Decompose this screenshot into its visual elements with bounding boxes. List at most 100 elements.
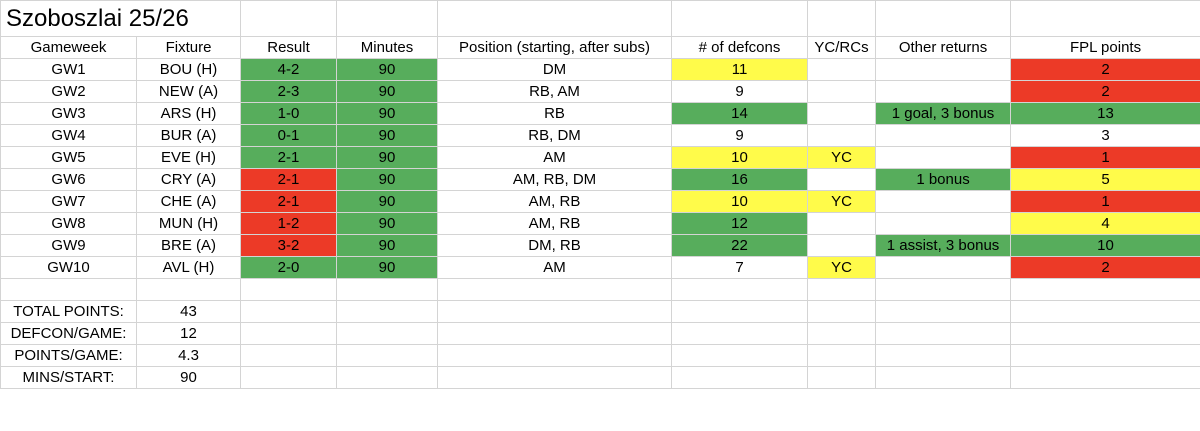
result-cell[interactable]: 4-2 xyxy=(240,58,338,81)
cell[interactable] xyxy=(875,344,1012,367)
gameweek-cell[interactable]: GW2 xyxy=(0,80,137,103)
points-cell[interactable]: 2 xyxy=(1010,256,1200,279)
cell[interactable] xyxy=(671,278,809,301)
cell[interactable] xyxy=(336,344,439,367)
cell[interactable] xyxy=(240,322,338,345)
cell[interactable] xyxy=(875,366,1012,389)
cards-cell[interactable] xyxy=(807,80,877,103)
cell[interactable] xyxy=(807,278,877,301)
minutes-cell[interactable]: 90 xyxy=(336,58,439,81)
cell[interactable] xyxy=(437,0,673,37)
header-other-returns[interactable]: Other returns xyxy=(875,36,1012,59)
cell[interactable] xyxy=(0,278,137,301)
cell[interactable] xyxy=(875,0,1012,37)
cards-cell[interactable]: YC xyxy=(807,256,877,279)
gameweek-cell[interactable]: GW6 xyxy=(0,168,137,191)
position-cell[interactable]: DM, RB xyxy=(437,234,673,257)
position-cell[interactable]: AM xyxy=(437,256,673,279)
defcons-cell[interactable]: 11 xyxy=(671,58,809,81)
minutes-cell[interactable]: 90 xyxy=(336,234,439,257)
header-result[interactable]: Result xyxy=(240,36,338,59)
gameweek-cell[interactable]: GW8 xyxy=(0,212,137,235)
cell[interactable] xyxy=(875,300,1012,323)
cell[interactable] xyxy=(1010,278,1200,301)
cell[interactable] xyxy=(807,300,877,323)
defcons-cell[interactable]: 9 xyxy=(671,124,809,147)
fixture-cell[interactable]: BOU (H) xyxy=(135,58,242,81)
points-cell[interactable]: 1 xyxy=(1010,190,1200,213)
sheet-title[interactable]: Szoboszlai 25/26 xyxy=(0,0,242,37)
minutes-cell[interactable]: 90 xyxy=(336,124,439,147)
position-cell[interactable]: RB, DM xyxy=(437,124,673,147)
cell[interactable] xyxy=(671,300,809,323)
summary-label-mins-per-start[interactable]: MINS/START: xyxy=(0,366,137,389)
cards-cell[interactable]: YC xyxy=(807,146,877,169)
gameweek-cell[interactable]: GW5 xyxy=(0,146,137,169)
cell[interactable] xyxy=(875,322,1012,345)
minutes-cell[interactable]: 90 xyxy=(336,146,439,169)
fixture-cell[interactable]: NEW (A) xyxy=(135,80,242,103)
points-cell[interactable]: 5 xyxy=(1010,168,1200,191)
cell[interactable] xyxy=(671,0,809,37)
gameweek-cell[interactable]: GW3 xyxy=(0,102,137,125)
fixture-cell[interactable]: AVL (H) xyxy=(135,256,242,279)
header-minutes[interactable]: Minutes xyxy=(336,36,439,59)
points-cell[interactable]: 2 xyxy=(1010,58,1200,81)
gameweek-cell[interactable]: GW1 xyxy=(0,58,137,81)
cards-cell[interactable] xyxy=(807,124,877,147)
result-cell[interactable]: 3-2 xyxy=(240,234,338,257)
fixture-cell[interactable]: BRE (A) xyxy=(135,234,242,257)
cards-cell[interactable] xyxy=(807,234,877,257)
summary-label-points-per-game[interactable]: POINTS/GAME: xyxy=(0,344,137,367)
other-returns-cell[interactable] xyxy=(875,80,1012,103)
position-cell[interactable]: AM, RB xyxy=(437,190,673,213)
defcons-cell[interactable]: 10 xyxy=(671,146,809,169)
defcons-cell[interactable]: 10 xyxy=(671,190,809,213)
fixture-cell[interactable]: CRY (A) xyxy=(135,168,242,191)
points-cell[interactable]: 4 xyxy=(1010,212,1200,235)
position-cell[interactable]: DM xyxy=(437,58,673,81)
other-returns-cell[interactable]: 1 assist, 3 bonus xyxy=(875,234,1012,257)
points-cell[interactable]: 2 xyxy=(1010,80,1200,103)
result-cell[interactable]: 2-1 xyxy=(240,168,338,191)
other-returns-cell[interactable] xyxy=(875,124,1012,147)
other-returns-cell[interactable] xyxy=(875,212,1012,235)
fixture-cell[interactable]: BUR (A) xyxy=(135,124,242,147)
points-cell[interactable]: 3 xyxy=(1010,124,1200,147)
header-defcons[interactable]: # of defcons xyxy=(671,36,809,59)
result-cell[interactable]: 2-1 xyxy=(240,146,338,169)
fixture-cell[interactable]: CHE (A) xyxy=(135,190,242,213)
cards-cell[interactable] xyxy=(807,58,877,81)
position-cell[interactable]: AM xyxy=(437,146,673,169)
cell[interactable] xyxy=(336,366,439,389)
cell[interactable] xyxy=(240,278,338,301)
gameweek-cell[interactable]: GW4 xyxy=(0,124,137,147)
cards-cell[interactable] xyxy=(807,168,877,191)
position-cell[interactable]: RB xyxy=(437,102,673,125)
result-cell[interactable]: 1-2 xyxy=(240,212,338,235)
summary-label-total-points[interactable]: TOTAL POINTS: xyxy=(0,300,137,323)
cell[interactable] xyxy=(336,0,439,37)
cell[interactable] xyxy=(135,278,242,301)
minutes-cell[interactable]: 90 xyxy=(336,80,439,103)
cell[interactable] xyxy=(807,322,877,345)
defcons-cell[interactable]: 9 xyxy=(671,80,809,103)
minutes-cell[interactable]: 90 xyxy=(336,256,439,279)
other-returns-cell[interactable] xyxy=(875,58,1012,81)
cell[interactable] xyxy=(1010,344,1200,367)
other-returns-cell[interactable] xyxy=(875,190,1012,213)
cell[interactable] xyxy=(807,0,877,37)
cell[interactable] xyxy=(437,300,673,323)
fixture-cell[interactable]: ARS (H) xyxy=(135,102,242,125)
header-fpl-points[interactable]: FPL points xyxy=(1010,36,1200,59)
position-cell[interactable]: AM, RB xyxy=(437,212,673,235)
other-returns-cell[interactable]: 1 bonus xyxy=(875,168,1012,191)
defcons-cell[interactable]: 14 xyxy=(671,102,809,125)
cell[interactable] xyxy=(671,322,809,345)
defcons-cell[interactable]: 22 xyxy=(671,234,809,257)
summary-label-defcon-per-game[interactable]: DEFCON/GAME: xyxy=(0,322,137,345)
summary-value-mins-per-start[interactable]: 90 xyxy=(135,366,242,389)
cell[interactable] xyxy=(437,366,673,389)
gameweek-cell[interactable]: GW10 xyxy=(0,256,137,279)
cell[interactable] xyxy=(336,278,439,301)
